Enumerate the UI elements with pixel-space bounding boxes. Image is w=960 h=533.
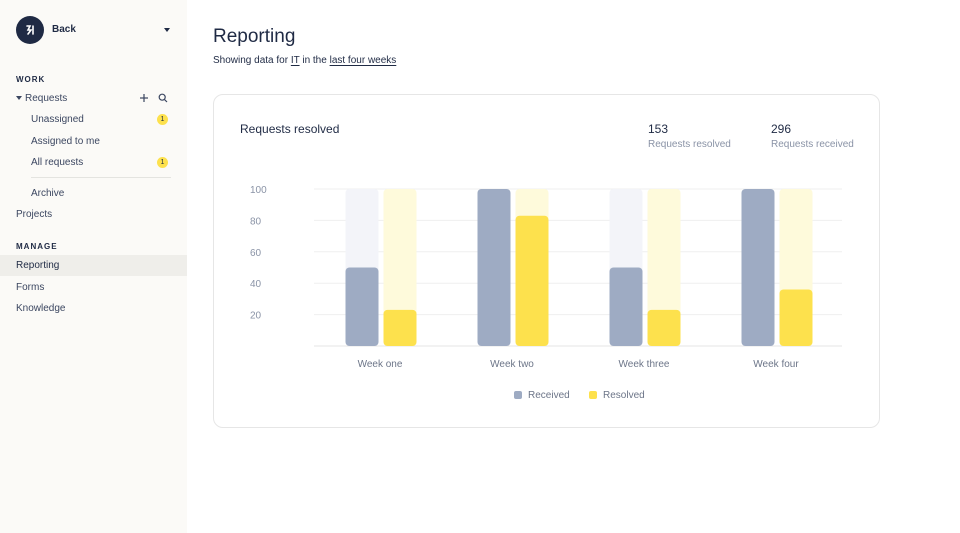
subtitle-prefix: Showing data for xyxy=(213,55,289,66)
active-row-highlight xyxy=(0,255,187,276)
sidebar-item-forms[interactable]: Forms xyxy=(16,282,45,293)
bar-chart: 20 40 60 80 100 Week one Week two Week three Wee… xyxy=(250,185,842,370)
divider xyxy=(31,177,171,178)
stat-resolved-value: 153 xyxy=(648,122,669,136)
sidebar-item-knowledge[interactable]: Knowledge xyxy=(16,303,66,314)
app-logo[interactable] xyxy=(16,16,44,44)
section-title-manage: MANAGE xyxy=(16,242,58,251)
y-tick-label: 80 xyxy=(250,216,262,227)
legend-label-resolved: Resolved xyxy=(603,390,645,401)
sidebar-item-unassigned[interactable]: Unassigned xyxy=(31,114,84,125)
team-filter-link[interactable]: IT xyxy=(290,55,300,66)
bar-resolved xyxy=(647,309,681,346)
x-tick-label: Week one xyxy=(358,359,403,370)
sidebar-item-projects[interactable]: Projects xyxy=(16,209,53,220)
bar-received xyxy=(477,189,511,346)
caret-down-icon[interactable] xyxy=(16,96,22,100)
count-badge: 1 xyxy=(157,114,168,125)
legend-swatch-received xyxy=(514,391,522,399)
sidebar-item-requests[interactable]: Requests xyxy=(25,93,68,104)
x-tick-label: Week four xyxy=(753,359,799,370)
period-filter-link[interactable]: last four weeks xyxy=(329,55,397,66)
chevron-down-icon[interactable] xyxy=(164,28,170,32)
card-title: Requests resolved xyxy=(240,122,340,136)
sidebar-item-reporting[interactable]: Reporting xyxy=(16,260,60,271)
logo-icon xyxy=(26,25,34,35)
bar-resolved xyxy=(383,309,417,346)
section-title-work: WORK xyxy=(16,75,46,84)
count-badge: 1 xyxy=(157,157,168,168)
x-tick-label: Week two xyxy=(490,359,534,370)
stat-received-value: 296 xyxy=(771,122,792,136)
legend-label-received: Received xyxy=(528,390,570,401)
bar-received xyxy=(609,267,643,346)
page-subtitle: Showing data for IT in the last four wee… xyxy=(213,55,396,66)
x-tick-label: Week three xyxy=(619,359,670,370)
sidebar: Back WORK Requests Unassigned 1 Assigned… xyxy=(0,0,187,533)
subtitle-middle: in the xyxy=(302,55,327,66)
stat-resolved-label: Requests resolved xyxy=(648,139,731,150)
back-button[interactable]: Back xyxy=(52,24,76,35)
y-tick-label: 60 xyxy=(250,248,262,259)
report-card: Requests resolved 153 Requests resolved … xyxy=(213,94,880,428)
sidebar-item-assigned-to-me[interactable]: Assigned to me xyxy=(31,136,100,147)
sidebar-item-all-requests[interactable]: All requests xyxy=(31,157,84,168)
bar-received xyxy=(345,267,379,346)
y-tick-label: 100 xyxy=(250,185,267,196)
sidebar-item-archive[interactable]: Archive xyxy=(31,188,65,199)
search-icon[interactable] xyxy=(158,93,168,103)
stat-received-label: Requests received xyxy=(771,139,854,150)
legend-swatch-resolved xyxy=(589,391,597,399)
bar-track xyxy=(647,189,681,346)
bar-resolved xyxy=(779,289,813,346)
page-title: Reporting xyxy=(213,26,296,47)
y-tick-label: 40 xyxy=(250,279,262,290)
plus-icon[interactable] xyxy=(139,93,149,103)
bar-track xyxy=(383,189,417,346)
y-tick-label: 20 xyxy=(250,311,262,322)
bar-resolved xyxy=(515,215,549,346)
bar-received xyxy=(741,189,775,346)
